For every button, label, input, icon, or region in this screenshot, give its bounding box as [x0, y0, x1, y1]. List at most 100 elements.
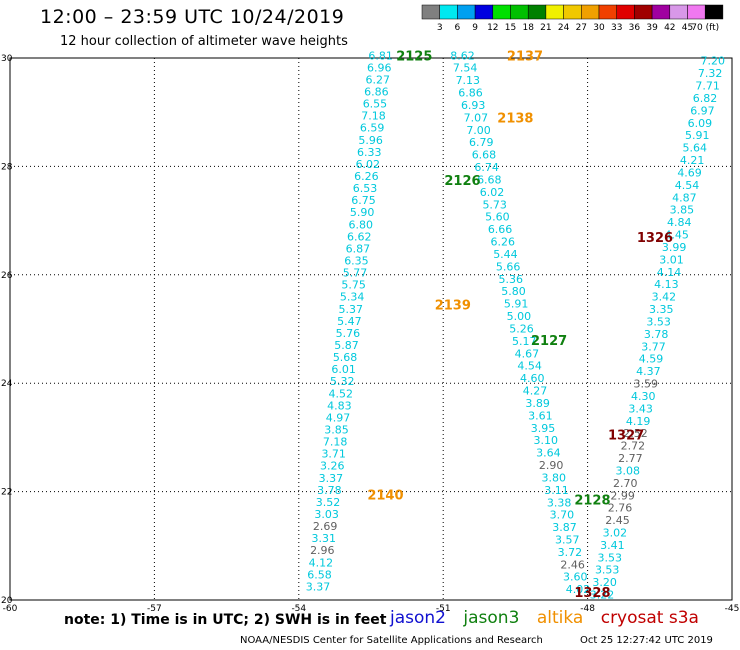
wave-height-point: 6.75: [351, 194, 376, 207]
grid-lines: [10, 58, 732, 600]
wave-height-point: 6.66: [488, 223, 513, 236]
wave-height-point: 2.70: [613, 477, 638, 490]
pass-number-label: 1327: [608, 429, 644, 444]
wave-height-point: 5.64: [682, 142, 707, 155]
wave-height-point: 3.64: [536, 447, 561, 460]
wave-height-point: 6.93: [461, 99, 486, 112]
plot-border: [9, 57, 733, 601]
wave-height-point: 6.86: [458, 87, 483, 100]
y-tick-label: 30: [1, 54, 13, 64]
colorbar-swatch: [474, 4, 494, 20]
colorbar-label: 39: [646, 23, 658, 33]
wave-height-point: 3.85: [324, 424, 349, 437]
wave-height-point: 3.02: [603, 527, 628, 540]
wave-height-point: 4.14: [657, 266, 682, 279]
wave-height-point: 5.76: [336, 327, 361, 340]
satellite-legend: jason2 jason3 altika cryosat s3a: [390, 608, 711, 628]
wave-height-point: 3.20: [592, 576, 617, 589]
wave-height-point: 4.59: [639, 353, 664, 366]
wave-height-point: 3.53: [646, 315, 671, 328]
wave-height-point: 2.46: [560, 558, 585, 571]
wave-height-point: 2.72: [621, 440, 646, 453]
wave-height-point: 3.70: [550, 509, 575, 522]
wave-height-point: 4.27: [523, 385, 548, 398]
page-title: 12:00 – 23:59 UTC 10/24/2019: [40, 6, 345, 28]
wave-height-point: 3.11: [544, 484, 569, 497]
wave-height-point: 6.74: [474, 161, 499, 174]
pass-number-label: 2125: [396, 49, 432, 64]
wave-height-point: 4.83: [327, 399, 352, 412]
wave-height-point: 3.85: [670, 204, 695, 217]
wave-height-point: 4.37: [636, 365, 661, 378]
pass-number-label: 2128: [574, 494, 610, 509]
colorbar-label: 21: [540, 23, 551, 33]
wave-height-point: 3.71: [321, 448, 346, 461]
colorbar-swatch: [421, 4, 440, 20]
wave-height-point: 5.91: [685, 129, 710, 142]
wave-height-point: 4.02: [566, 583, 591, 596]
wave-height-point: 4.30: [631, 390, 656, 403]
colorbar-swatch: [457, 4, 476, 20]
wave-height-point: 3.72: [558, 546, 583, 559]
colorbar-swatch: [651, 4, 671, 20]
wave-height-point: 7.18: [323, 436, 348, 449]
colorbar-label: 3: [437, 23, 443, 33]
colorbar-label: 33: [611, 23, 622, 33]
y-tick-label: 26: [1, 271, 13, 281]
wave-height-point: 3.57: [555, 533, 580, 546]
wave-height-point: 3.61: [528, 409, 553, 422]
x-tick-label: -57: [147, 604, 162, 614]
pass-number-label: 2139: [435, 299, 471, 314]
colorbar-swatch: [581, 4, 600, 20]
wave-height-point: 4.54: [517, 360, 542, 373]
colorbar-swatch: [616, 4, 635, 20]
wave-height-values: 6.816.966.276.866.557.186.595.966.336.02…: [306, 49, 725, 601]
wave-height-point: 6.35: [344, 255, 369, 268]
wave-height-point: 3.01: [659, 253, 684, 266]
wave-height-point: 6.82: [693, 92, 718, 105]
wave-height-point: 3.35: [649, 303, 674, 316]
wave-height-point: 6.59: [360, 122, 385, 135]
wave-height-point: 5.34: [340, 291, 365, 304]
wave-height-point: 6.68: [477, 173, 502, 186]
wave-height-point: 6.79: [469, 136, 494, 149]
wave-height-point: 5.36: [499, 273, 524, 286]
colorbar-swatch: [634, 4, 653, 20]
wave-height-point: 5.60: [485, 211, 510, 224]
wave-height-point: 3.37: [306, 580, 331, 593]
wave-height-point: 7.00: [466, 124, 491, 137]
colorbar-swatch: [545, 4, 564, 20]
colorbar-label: 42: [664, 23, 675, 33]
wave-height-point: 6.80: [348, 218, 373, 231]
wave-height-point: 4.67: [515, 347, 540, 360]
wave-height-point: 6.02: [356, 158, 381, 171]
pass-number-label: 2127: [531, 334, 567, 349]
colorbar-label: 70 (ft): [691, 23, 719, 33]
legend-jason2: jason2: [390, 608, 446, 628]
x-tick-label: -51: [436, 604, 451, 614]
wave-height-point: 4.52: [329, 387, 354, 400]
wave-height-point: 5.80: [501, 285, 526, 298]
wave-height-point: 5.77: [343, 267, 368, 280]
pass-number-label: 2137: [507, 49, 543, 64]
wave-height-point: 3.38: [547, 496, 572, 509]
wave-height-point: 5.47: [337, 315, 362, 328]
wave-height-point: 3.52: [316, 496, 341, 509]
colorbar-label: 45: [682, 23, 693, 33]
wave-height-point: 8.62: [450, 49, 475, 62]
wave-height-point: 5.00: [507, 310, 532, 323]
wave-height-point: 7.32: [698, 67, 723, 80]
wave-height-point: 2.77: [618, 452, 643, 465]
wave-height-point: 6.26: [491, 236, 516, 249]
pass-labels: 2125 2137 2138 2126 1326 2139 2127 1327 2140 2128…: [367, 49, 673, 601]
wave-height-point: 6.01: [331, 363, 356, 376]
wave-height-point: 2.69: [313, 520, 338, 533]
colorbar-label: 12: [487, 23, 498, 33]
wave-height-point: 2.52: [623, 427, 648, 440]
wave-height-point: 6.26: [354, 170, 379, 183]
wave-height-point: 5.17: [512, 335, 537, 348]
wave-height-point: 7.54: [453, 62, 478, 75]
legend-cryosat-s3a: cryosat s3a: [600, 608, 699, 628]
wave-height-point: 6.96: [367, 61, 392, 74]
